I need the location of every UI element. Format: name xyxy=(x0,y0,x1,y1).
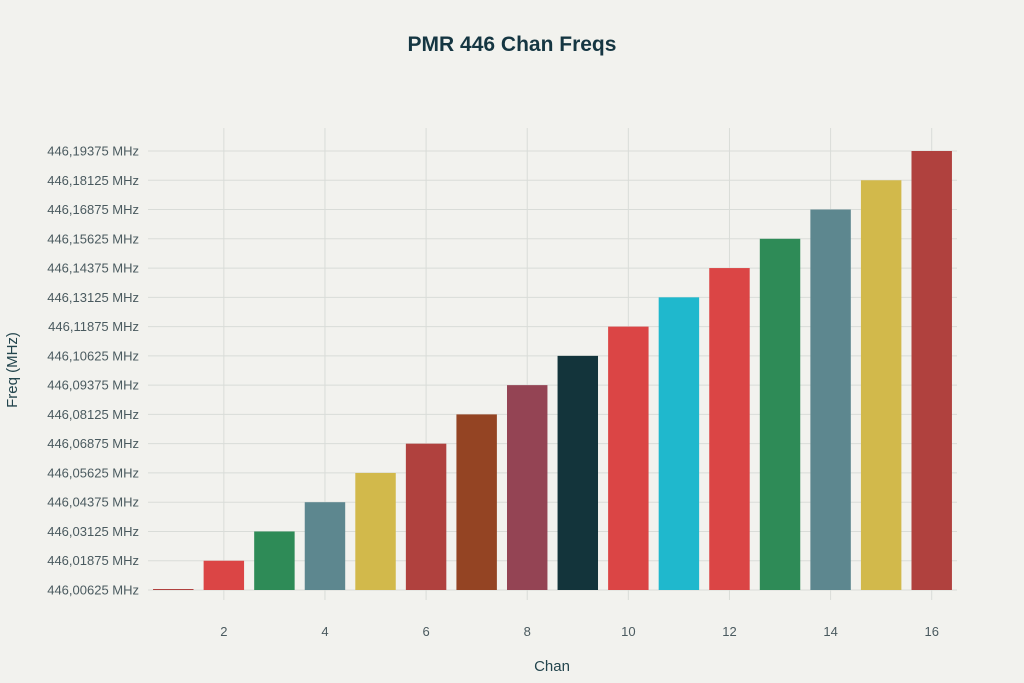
bar-chan-2 xyxy=(203,560,245,590)
bar-chan-9 xyxy=(557,355,599,590)
y-axis-label: Freq (MHz) xyxy=(4,332,21,408)
y-tick-label: 446,04375 MHz xyxy=(47,495,139,510)
y-tick-label: 446,05625 MHz xyxy=(47,465,139,480)
bar-chan-3 xyxy=(254,531,295,590)
bar-chan-4 xyxy=(304,502,346,590)
bar-chan-11 xyxy=(658,297,700,590)
bar-chan-7 xyxy=(456,414,497,590)
x-tick-label: 14 xyxy=(823,624,837,639)
y-tick-label: 446,03125 MHz xyxy=(47,524,139,539)
x-tick-label: 6 xyxy=(422,624,429,639)
y-tick-label: 446,06875 MHz xyxy=(47,436,139,451)
x-tick-label: 16 xyxy=(924,624,938,639)
x-tick-label: 4 xyxy=(321,624,328,639)
x-axis-ticks: 2 4 6 8 10 12 14 16 xyxy=(220,624,939,639)
bar-chan-8 xyxy=(506,385,548,590)
chart-title: PMR 446 Chan Freqs xyxy=(408,33,617,56)
y-tick-label: 446,18125 MHz xyxy=(47,173,139,188)
y-tick-label: 446,10625 MHz xyxy=(47,348,139,363)
bar-chan-10 xyxy=(608,326,649,590)
y-tick-label: 446,19375 MHz xyxy=(47,144,139,159)
bar-chan-14 xyxy=(810,209,851,591)
y-tick-label: 446,09375 MHz xyxy=(47,378,139,393)
y-tick-label: 446,16875 MHz xyxy=(47,202,139,217)
bar-chan-1 xyxy=(153,589,194,590)
bar-chan-15 xyxy=(860,180,902,590)
y-axis-ticks: 446,00625 MHz 446,01875 MHz 446,03125 MHz 4… xyxy=(47,144,139,598)
x-tick-label: 8 xyxy=(524,624,531,639)
y-tick-label: 446,00625 MHz xyxy=(47,583,139,598)
y-tick-label: 446,08125 MHz xyxy=(47,407,139,422)
x-axis-label: Chan xyxy=(534,658,570,675)
bar-chan-13 xyxy=(759,238,801,591)
x-tick-label: 2 xyxy=(220,624,227,639)
bar-chan-16 xyxy=(911,151,952,590)
bar-chan-6 xyxy=(405,443,447,590)
y-tick-label: 446,14375 MHz xyxy=(47,261,139,276)
y-tick-label: 446,13125 MHz xyxy=(47,290,139,305)
bar-chan-12 xyxy=(709,268,750,590)
x-tick-label: 10 xyxy=(621,624,635,639)
y-tick-label: 446,15625 MHz xyxy=(47,231,139,246)
y-tick-label: 446,11875 MHz xyxy=(48,319,139,334)
bars xyxy=(153,151,952,591)
y-tick-label: 446,01875 MHz xyxy=(47,553,139,568)
x-tick-label: 12 xyxy=(722,624,736,639)
bar-chan-5 xyxy=(355,472,396,590)
